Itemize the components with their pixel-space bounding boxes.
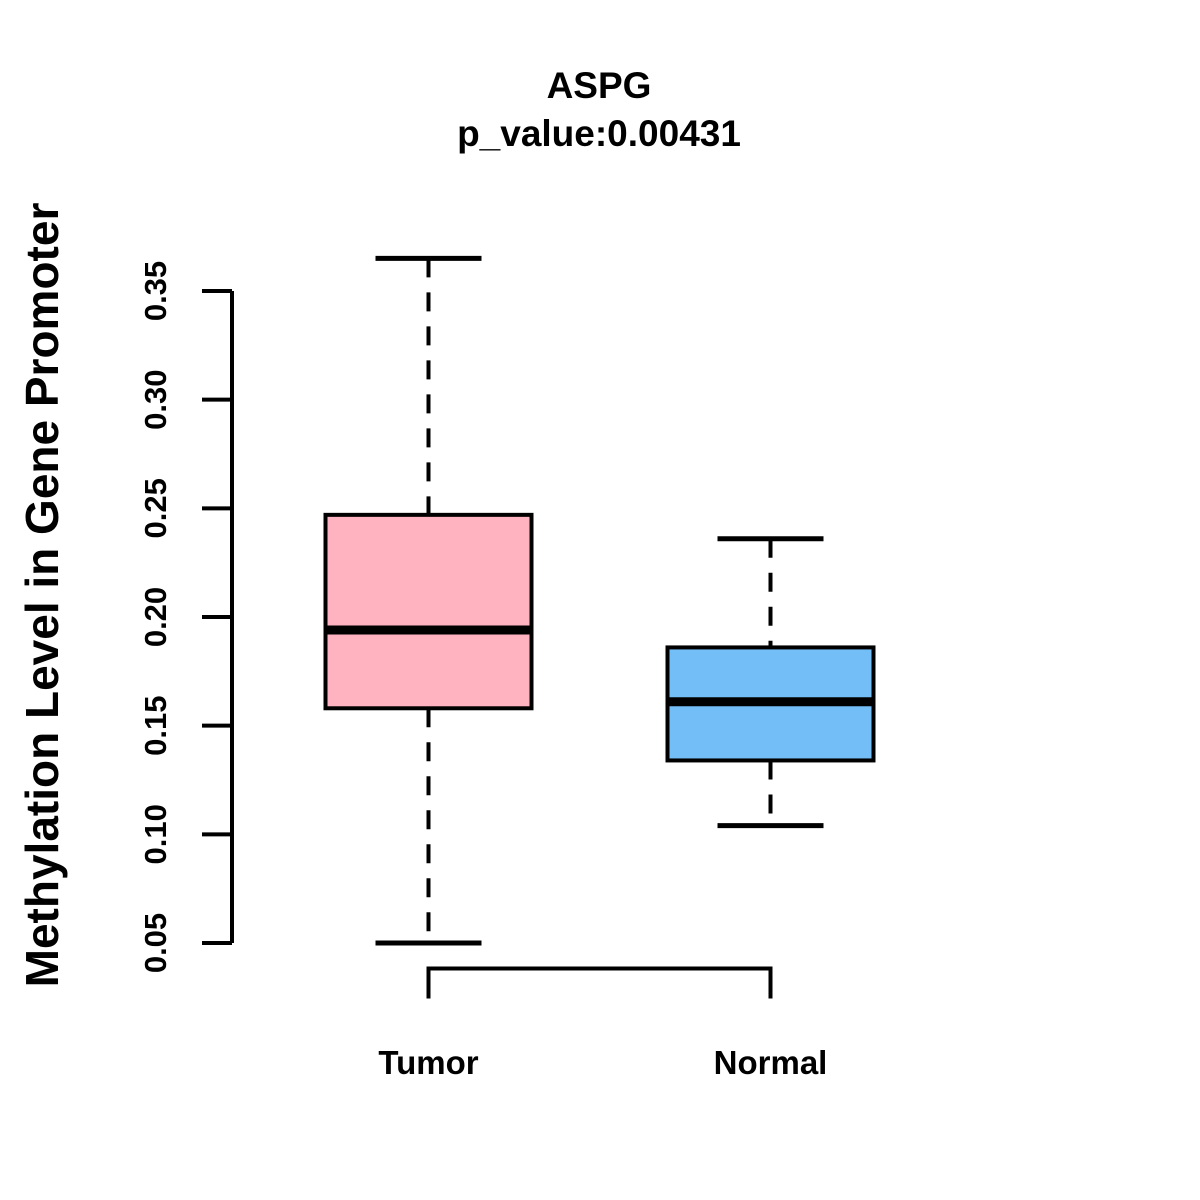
y-axis-tick-label: 0.35 — [138, 261, 173, 321]
x-axis-label-tumor: Tumor — [378, 1044, 478, 1081]
box-tumor — [323, 512, 534, 711]
chart-subtitle: p_value:0.00431 — [457, 113, 741, 154]
y-axis-tick-label: 0.15 — [138, 695, 173, 755]
y-axis-tick-label: 0.05 — [138, 913, 173, 973]
x-axis-bracket — [426, 966, 773, 999]
chart-title: ASPG — [546, 65, 652, 106]
y-axis-tick-label: 0.30 — [138, 369, 173, 429]
y-axis-tick-label: 0.25 — [138, 478, 173, 538]
y-axis-tick-label: 0.20 — [138, 587, 173, 647]
y-axis-tick-label: 0.10 — [138, 804, 173, 864]
x-axis-label-normal: Normal — [714, 1044, 828, 1081]
chart-title-block: ASPG p_value:0.00431 — [457, 62, 741, 158]
